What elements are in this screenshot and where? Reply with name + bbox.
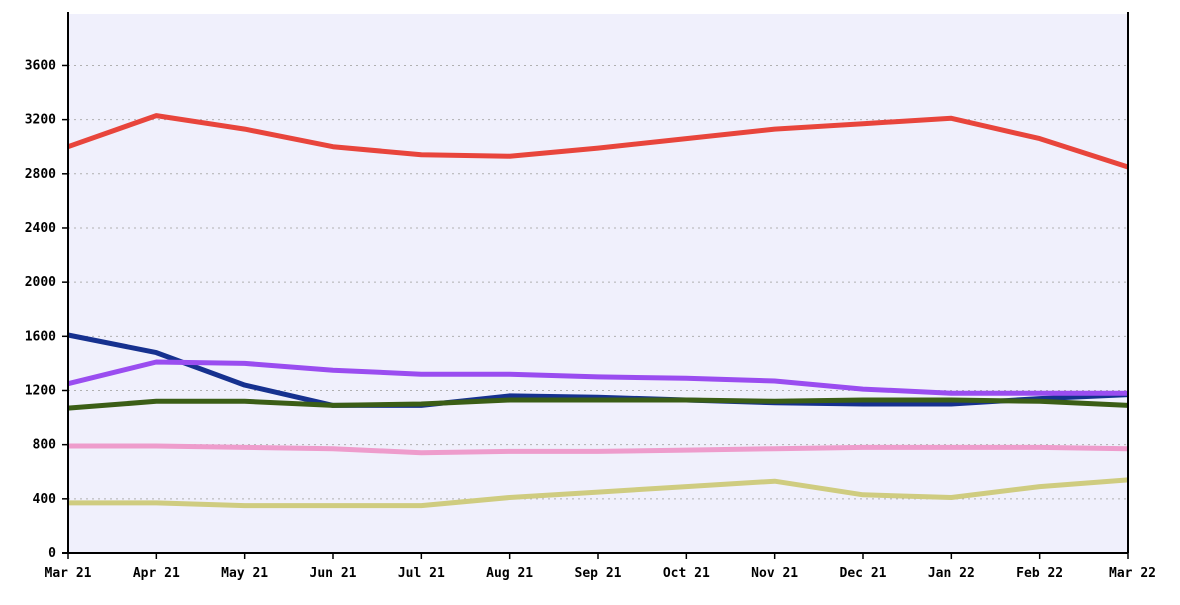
- x-tick-label: Dec 21: [840, 566, 887, 581]
- y-tick-label: 400: [33, 492, 57, 507]
- y-tick-label: 2400: [25, 221, 56, 236]
- series-line-4: [67, 397, 1129, 411]
- x-tick-label: Sep 21: [575, 566, 622, 581]
- y-tick-label: 2000: [25, 275, 56, 290]
- x-tick-label: Feb 22: [1016, 566, 1063, 581]
- x-tick-label: Jul 21: [398, 566, 445, 581]
- y-tick-labels: 0 400 800 1200 1600 2000 2400 2800 3200 3600: [25, 58, 56, 561]
- axes: [62, 12, 1129, 559]
- y-tick-label: 2800: [25, 167, 56, 182]
- series-line-3: [67, 359, 1128, 396]
- x-tick-label: Nov 21: [751, 566, 798, 581]
- y-tick-label: 1200: [25, 383, 56, 398]
- x-tick-label: Oct 21: [663, 566, 710, 581]
- x-tick-label: Jan 22: [928, 566, 975, 581]
- x-tick-labels: Mar 21 Apr 21 May 21 Jun 21 Jul 21 Aug 21 Sep …: [45, 566, 1156, 581]
- x-tick-label: Aug 21: [486, 566, 533, 581]
- plot-area: [68, 14, 1128, 553]
- series-line-5: [68, 443, 1129, 456]
- series-line-2: [67, 332, 1129, 408]
- x-tick-label: Mar 21: [45, 566, 92, 581]
- y-tick-label: 3600: [25, 58, 56, 73]
- y-tick-label: 3200: [25, 113, 56, 128]
- x-tick-label: Mar 22: [1109, 566, 1156, 581]
- x-tick-label: May 21: [221, 566, 268, 581]
- x-tick-label: Jun 21: [310, 566, 357, 581]
- y-tick-label: 0: [48, 546, 56, 561]
- series-line-6: [68, 477, 1129, 509]
- series-line-1: [67, 113, 1129, 170]
- series-lines: [67, 113, 1129, 509]
- y-tick-label: 800: [33, 438, 57, 453]
- y-tick-label: 1600: [25, 329, 56, 344]
- x-tick-label: Apr 21: [133, 566, 180, 581]
